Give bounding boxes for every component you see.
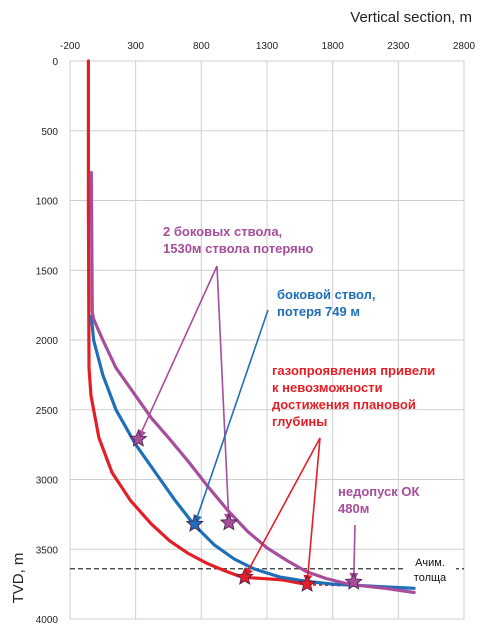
x-tick-label: 1300 <box>256 41 279 52</box>
star-marker <box>185 514 204 532</box>
annotation-text: достижения плановой <box>272 397 416 412</box>
star-marker <box>129 429 148 447</box>
target-label-line2: толща <box>414 572 447 584</box>
annotation-arrow-line <box>353 524 356 574</box>
x-tick-label: 300 <box>127 41 144 52</box>
star-marker <box>235 567 254 585</box>
event-markers <box>129 429 363 592</box>
y-tick-label: 1000 <box>36 197 59 208</box>
grid <box>69 60 465 620</box>
star-marker <box>298 574 317 592</box>
y-tick-label: 500 <box>41 127 58 138</box>
target-label-line1: Ачим. <box>415 557 445 569</box>
series-line <box>86 59 303 586</box>
annotation-arrow-line <box>248 437 321 570</box>
y-axis-title: TVD, m <box>10 553 27 604</box>
x-tick-label: 800 <box>193 41 210 52</box>
target-layer: Ачим. толща <box>70 555 464 586</box>
target-label-bg <box>404 555 456 586</box>
star-marker <box>219 513 238 531</box>
star-marker <box>344 572 363 590</box>
x-tick-label: 2800 <box>453 41 476 52</box>
series-line <box>89 171 416 595</box>
annotation-text: к невозможности <box>272 380 383 395</box>
annotation-text: 480м <box>338 501 369 516</box>
annotation-text: 2 боковых ствола, <box>163 224 282 239</box>
y-tick-label: 1500 <box>36 266 59 277</box>
y-tick-label: 4000 <box>36 615 59 626</box>
annotation-text: недопуск ОК <box>338 484 419 499</box>
annotation-text: потеря 749 м <box>277 304 360 319</box>
series-line <box>89 314 416 590</box>
annotations: 2 боковых ствола, 1530м ствола потеряно бо… <box>163 224 435 516</box>
annotation-arrow-line <box>216 265 230 514</box>
annotation-arrow-line <box>196 309 269 516</box>
y-tick-label: 2500 <box>36 406 59 417</box>
x-axis-title: Vertical section, m <box>350 9 472 26</box>
annotation-text: глубины <box>272 414 327 429</box>
x-tick-labels: -200 300 800 1300 1800 2300 2800 <box>60 41 476 52</box>
annotation-text: 1530м ствола потеряно <box>163 241 314 256</box>
y-tick-label: 3000 <box>36 476 59 487</box>
annotation-text: газопроявления привели <box>272 363 435 378</box>
annotation-text: боковой ствол, <box>277 287 376 302</box>
annotation-arrow-line <box>307 437 321 576</box>
x-tick-label: 2300 <box>387 41 410 52</box>
y-tick-label: 2000 <box>36 336 59 347</box>
x-tick-label: -200 <box>60 41 80 52</box>
y-tick-labels: 0 500 1000 1500 2000 2500 3000 3500 4000 <box>36 57 59 626</box>
x-tick-label: 1800 <box>322 41 345 52</box>
annotation-arrow-line <box>141 265 218 432</box>
y-tick-label: 3500 <box>36 545 59 556</box>
well-trajectories <box>86 59 416 595</box>
y-tick-label: 0 <box>52 57 58 68</box>
